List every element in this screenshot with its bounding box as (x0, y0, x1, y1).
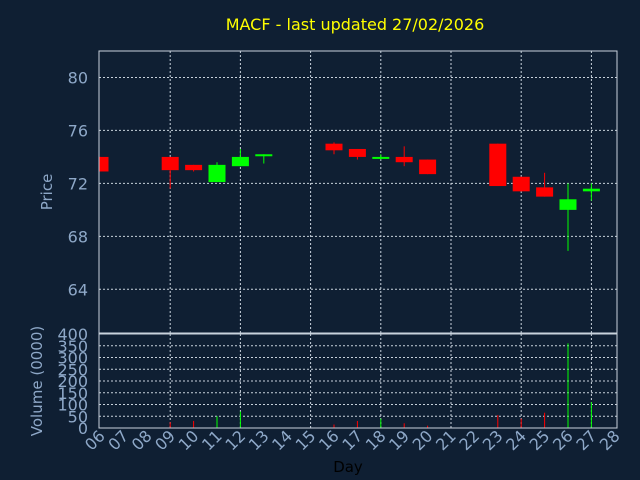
volume-tick-label: 300 (57, 349, 88, 368)
candle-body (512, 176, 530, 192)
volume-bars-layer (169, 343, 592, 428)
candle-body (582, 188, 600, 192)
price-tick-label: 68 (68, 227, 88, 246)
volume-grid (99, 334, 617, 428)
candles-layer (99, 142, 600, 251)
volume-tick-label: 150 (57, 384, 88, 403)
candle-body (395, 156, 413, 163)
volume-tick-label: 250 (57, 360, 88, 379)
price-tick-label: 80 (68, 68, 88, 87)
candle-body (255, 154, 273, 157)
price-axis-label: Price (38, 174, 56, 211)
candle-body (99, 156, 109, 172)
volume-tick-label: 200 (57, 372, 88, 391)
volume-panel-frame (98, 333, 618, 429)
x-ticks: 0607080910111213141516171819202122232425… (81, 426, 624, 454)
candle-body (536, 187, 554, 197)
candle-body (348, 148, 366, 157)
candle-body (208, 164, 226, 183)
candle-body (372, 156, 390, 159)
candle-body (185, 164, 203, 171)
candle-body (325, 143, 343, 151)
candle-body (231, 156, 249, 167)
volume-axis-label: Volume (0000) (28, 326, 46, 436)
volume-tick-label: 0 (78, 419, 88, 438)
volume-tick-label: 350 (57, 337, 88, 356)
price-ticks: 64 68 72 76 80 (68, 68, 88, 299)
x-axis-label: Day (333, 458, 363, 476)
price-panel-frame (98, 50, 618, 334)
price-tick-label: 76 (68, 121, 88, 140)
price-tick-label: 72 (68, 174, 88, 193)
candle-body (489, 143, 507, 187)
volume-tick-label: 400 (57, 325, 88, 344)
candle-body (161, 156, 179, 171)
volume-tick-label: 50 (68, 407, 88, 426)
chart-title: MACF - last updated 27/02/2026 (226, 15, 485, 34)
candle-body (419, 159, 437, 175)
candle-body (559, 199, 577, 210)
volume-tick-label: 100 (57, 396, 88, 415)
price-tick-label: 64 (68, 280, 88, 299)
x-tick-label: 28 (596, 426, 624, 454)
